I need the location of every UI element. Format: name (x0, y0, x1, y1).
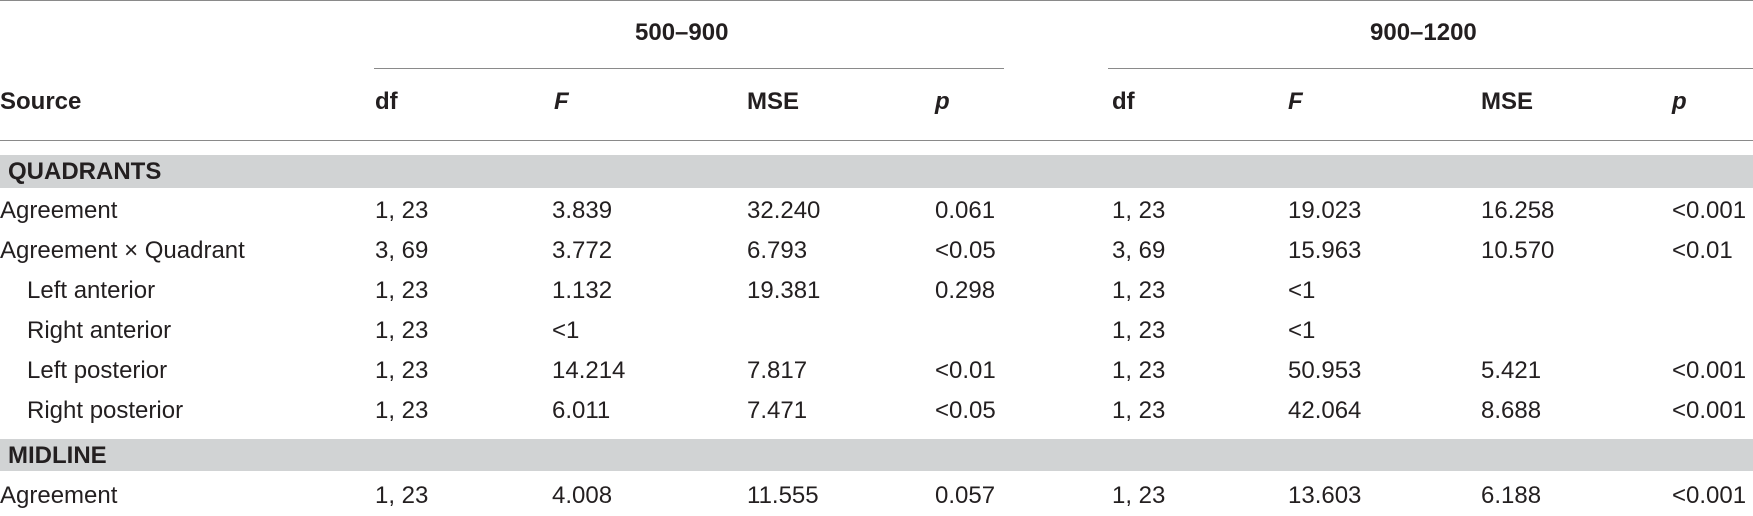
group-header-500-900: 500–900 (635, 19, 729, 46)
cell-df-2: 1, 23 (1112, 277, 1166, 304)
cell-f-2: <1 (1288, 277, 1316, 304)
cell-f-2: 50.953 (1288, 357, 1362, 384)
column-header-source: Source (0, 88, 82, 115)
row-source: Left anterior (27, 277, 156, 304)
cell-p-1: <0.05 (935, 237, 996, 264)
group-rule-500-900 (374, 68, 1004, 69)
row-source: Right anterior (27, 317, 172, 344)
cell-df-1: 1, 23 (375, 482, 429, 509)
cell-mse-2: 10.570 (1481, 237, 1555, 264)
column-header-mse-2: MSE (1481, 88, 1534, 115)
cell-mse-2: 6.188 (1481, 482, 1542, 509)
cell-f-1: 1.132 (552, 277, 613, 304)
column-header-p-2: p (1672, 88, 1687, 115)
cell-p-1: 0.057 (935, 482, 996, 509)
cell-p-2: <0.001 (1672, 397, 1747, 424)
cell-p-2: <0.001 (1672, 482, 1747, 509)
section-midline: MIDLINE (0, 439, 1753, 471)
table-top-rule (0, 0, 1753, 1)
cell-f-2: 42.064 (1288, 397, 1362, 424)
cell-mse-1: 7.471 (747, 397, 808, 424)
cell-mse-2: 16.258 (1481, 197, 1555, 224)
cell-df-2: 3, 69 (1112, 237, 1166, 264)
column-header-df-2: df (1112, 88, 1135, 115)
section-title: MIDLINE (8, 442, 107, 469)
cell-df-2: 1, 23 (1112, 317, 1166, 344)
section-title: QUADRANTS (8, 158, 162, 185)
cell-mse-1: 11.555 (747, 482, 819, 509)
cell-mse-1: 6.793 (747, 237, 808, 264)
cell-f-1: <1 (552, 317, 580, 344)
row-source: Agreement (0, 482, 118, 509)
cell-p-2: <0.001 (1672, 357, 1747, 384)
cell-df-1: 1, 23 (375, 197, 429, 224)
cell-f-2: 15.963 (1288, 237, 1362, 264)
row-source: Agreement (0, 197, 118, 224)
cell-df-1: 1, 23 (375, 277, 429, 304)
cell-f-1: 3.839 (552, 197, 613, 224)
cell-mse-1: 19.381 (747, 277, 821, 304)
cell-f-1: 4.008 (552, 482, 613, 509)
cell-df-2: 1, 23 (1112, 397, 1166, 424)
cell-mse-2: 5.421 (1481, 357, 1542, 384)
cell-p-1: 0.298 (935, 277, 996, 304)
header-bottom-rule (0, 140, 1753, 141)
group-rule-900-1200 (1108, 68, 1753, 69)
section-quadrants: QUADRANTS (0, 155, 1753, 188)
cell-mse-1: 32.240 (747, 197, 821, 224)
column-header-f-2: F (1288, 88, 1303, 115)
column-header-mse-1: MSE (747, 88, 800, 115)
cell-df-1: 1, 23 (375, 397, 429, 424)
cell-df-2: 1, 23 (1112, 357, 1166, 384)
column-header-f-1: F (554, 88, 569, 115)
cell-f-1: 14.214 (552, 357, 626, 384)
cell-f-1: 6.011 (552, 397, 611, 424)
cell-f-2: 19.023 (1288, 197, 1362, 224)
cell-f-2: <1 (1288, 317, 1316, 344)
cell-mse-2: 8.688 (1481, 397, 1542, 424)
cell-f-2: 13.603 (1288, 482, 1362, 509)
cell-mse-1: 7.817 (747, 357, 808, 384)
cell-df-1: 3, 69 (375, 237, 429, 264)
cell-p-2: <0.001 (1672, 197, 1747, 224)
column-header-p-1: p (935, 88, 950, 115)
cell-f-1: 3.772 (552, 237, 613, 264)
cell-df-1: 1, 23 (375, 357, 429, 384)
cell-p-2: <0.01 (1672, 237, 1733, 264)
cell-df-1: 1, 23 (375, 317, 429, 344)
column-header-df-1: df (375, 88, 398, 115)
cell-p-1: 0.061 (935, 197, 996, 224)
row-source: Left posterior (27, 357, 168, 384)
cell-df-2: 1, 23 (1112, 482, 1166, 509)
cell-df-2: 1, 23 (1112, 197, 1166, 224)
cell-p-1: <0.05 (935, 397, 996, 424)
cell-p-1: <0.01 (935, 357, 996, 384)
group-header-900-1200: 900–1200 (1370, 19, 1477, 46)
row-source: Agreement × Quadrant (0, 237, 245, 264)
row-source: Right posterior (27, 397, 184, 424)
